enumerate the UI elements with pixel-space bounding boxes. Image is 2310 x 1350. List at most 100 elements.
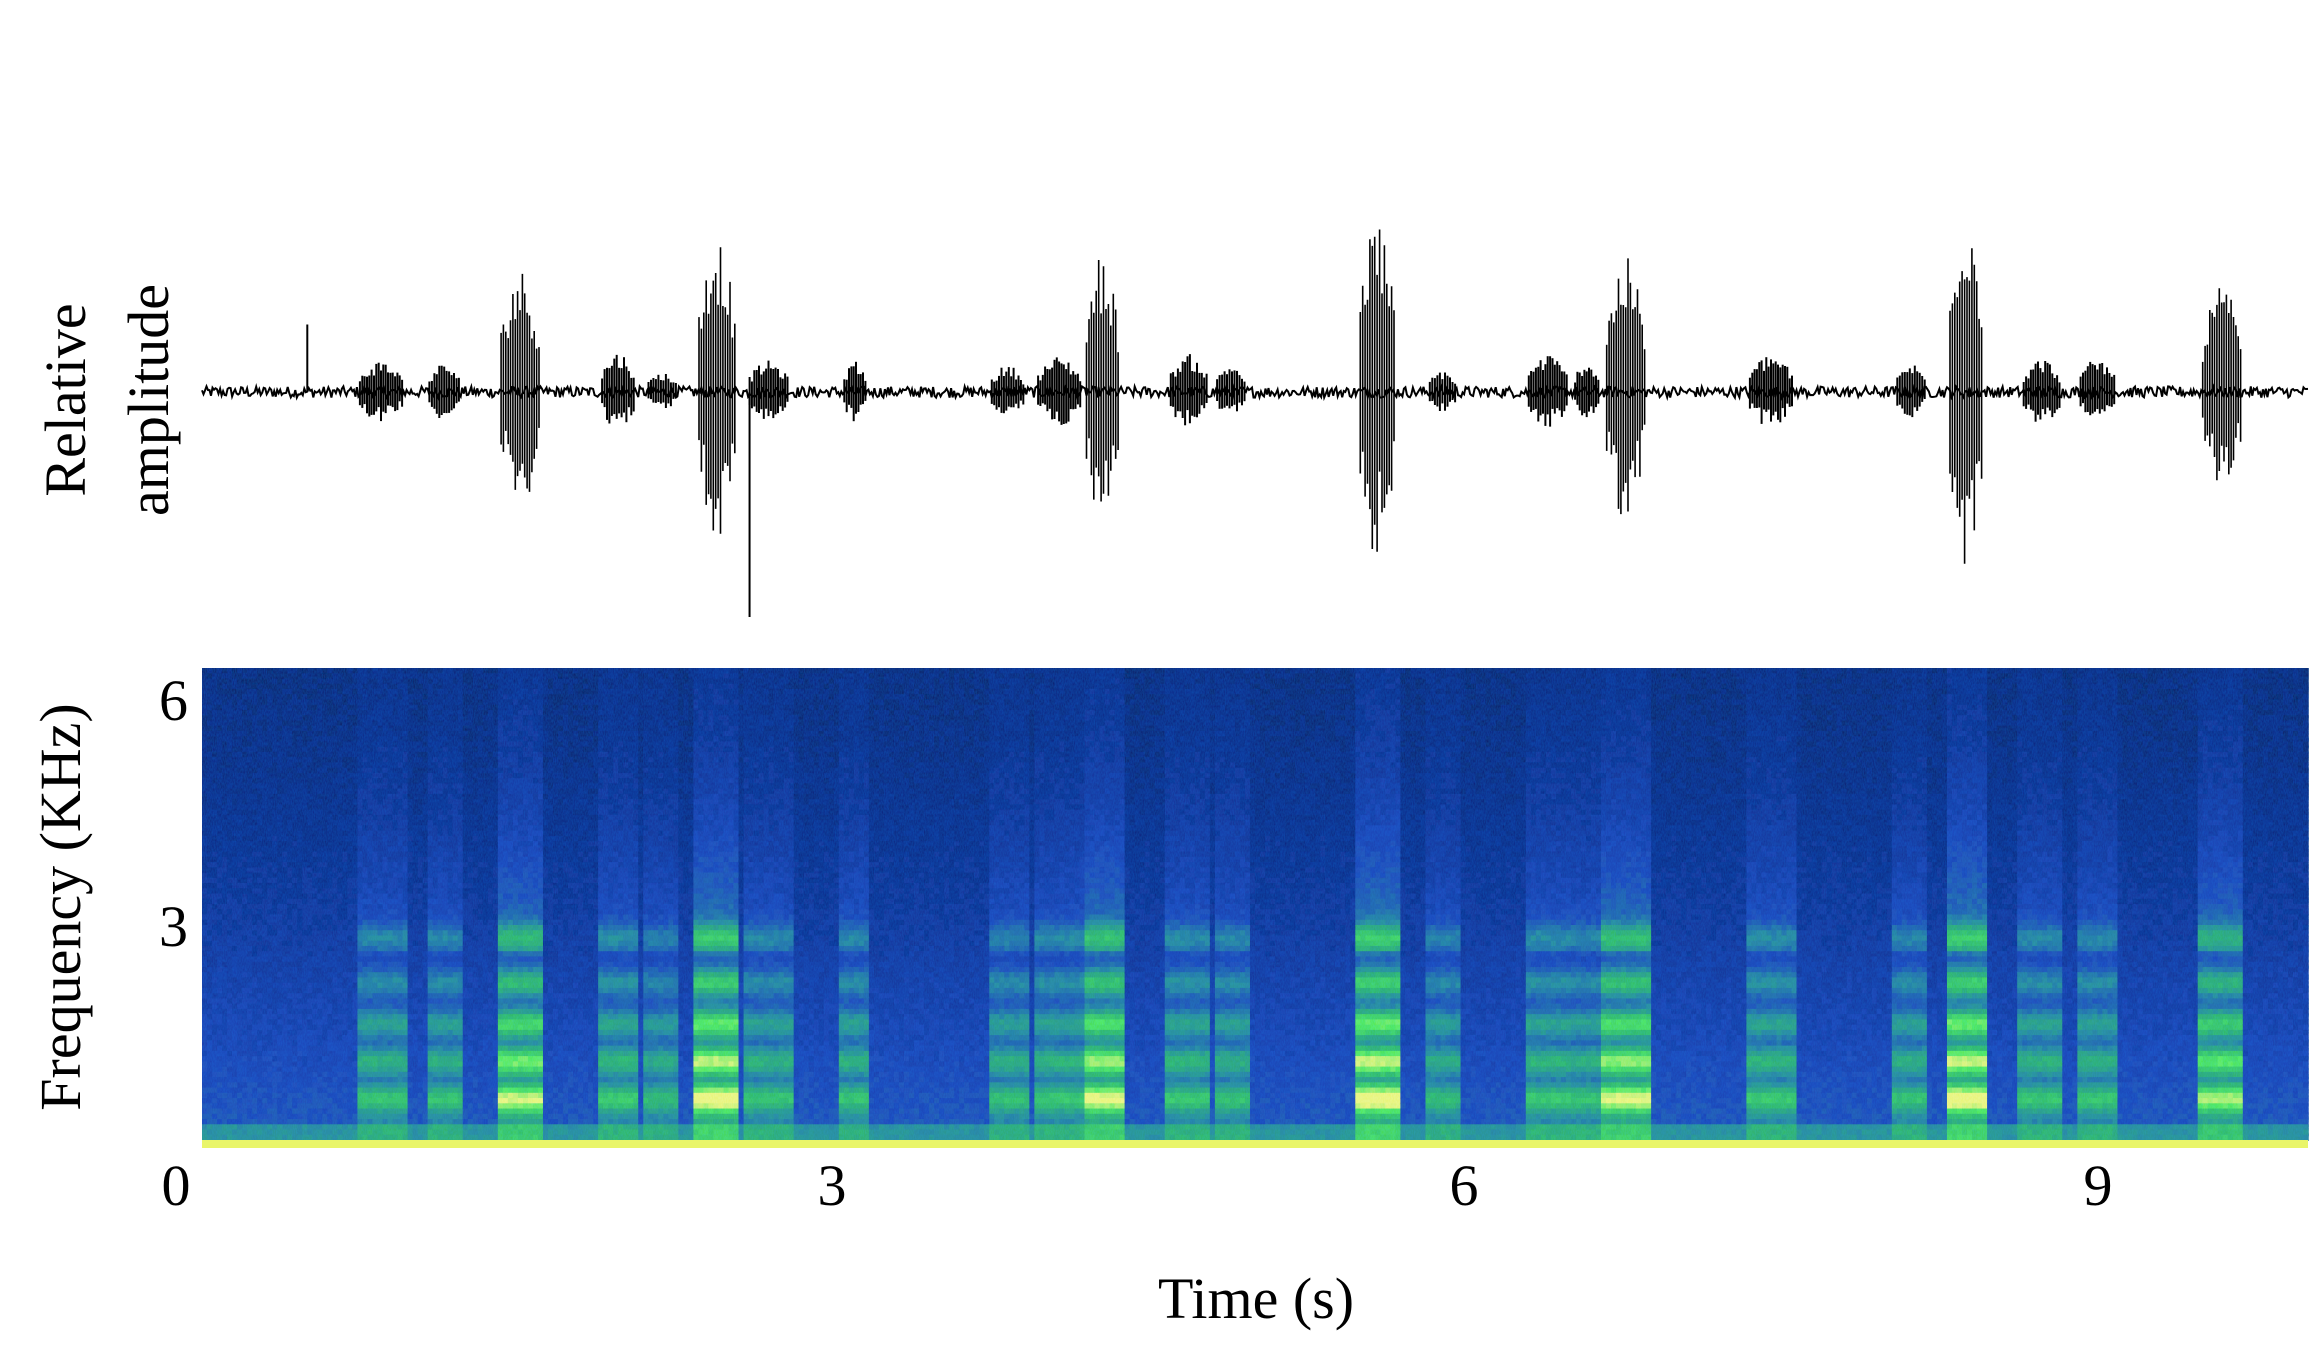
- spectrogram-cell: [322, 1098, 328, 1104]
- spectrogram-cell: [393, 1130, 399, 1136]
- spectrogram-cell: [408, 757, 414, 763]
- spectrogram-cell: [458, 867, 464, 873]
- spectrogram-cell: [468, 941, 474, 947]
- spectrogram-cell: [352, 946, 358, 952]
- spectrogram-cell: [458, 977, 464, 983]
- spectrogram-cell: [237, 694, 243, 700]
- spectrogram-cell: [207, 720, 213, 726]
- spectrogram-cell: [393, 1056, 399, 1062]
- spectrogram-cell: [388, 993, 394, 999]
- spectrogram-cell: [367, 757, 373, 763]
- spectrogram-cell: [282, 1030, 288, 1036]
- spectrogram-cell: [388, 977, 394, 983]
- spectrogram-cell: [227, 1046, 233, 1052]
- spectrogram-cell: [322, 747, 328, 753]
- spectrogram-cell: [362, 678, 368, 684]
- spectrogram-cell: [292, 1014, 298, 1020]
- spectrogram-cell: [232, 836, 238, 842]
- spectrogram-cell: [448, 1040, 454, 1046]
- spectrogram-cell: [433, 1019, 439, 1025]
- spectrogram-cell: [202, 1098, 208, 1104]
- spectrogram-cell: [322, 841, 328, 847]
- spectrogram-cell: [367, 862, 373, 868]
- spectrogram-cell: [227, 1009, 233, 1015]
- spectrogram-cell: [212, 1114, 218, 1120]
- spectrogram-cell: [247, 741, 253, 747]
- spectrogram-cell: [438, 773, 444, 779]
- spectrogram-cell: [222, 773, 228, 779]
- spectrogram-cell: [453, 668, 459, 674]
- spectrogram-cell: [347, 1109, 353, 1115]
- spectrogram-cell: [352, 820, 358, 826]
- spectrogram-cell: [267, 1040, 273, 1046]
- spectrogram-cell: [227, 956, 233, 962]
- spectrogram-cell: [468, 1103, 474, 1109]
- spectrogram-cell: [292, 1077, 298, 1083]
- spectrogram-cell: [408, 804, 414, 810]
- spectrogram-cell: [327, 857, 333, 863]
- spectrogram-cell: [207, 1046, 213, 1052]
- spectrogram-cell: [237, 972, 243, 978]
- spectrogram-cell: [388, 983, 394, 989]
- spectrogram-cell: [317, 925, 323, 931]
- spectrogram-cell: [337, 998, 343, 1004]
- spectrogram-cell: [367, 1103, 373, 1109]
- spectrogram-cell: [267, 1072, 273, 1078]
- spectrogram-cell: [262, 962, 268, 968]
- spectrogram-cell: [403, 1014, 409, 1020]
- spectrogram-cell: [217, 1061, 223, 1067]
- spectrogram-cell: [403, 825, 409, 831]
- spectrogram-cell: [342, 1009, 348, 1015]
- spectrogram-cell: [317, 1019, 323, 1025]
- spectrogram-cell: [357, 888, 363, 894]
- spectrogram-cell: [212, 983, 218, 989]
- spectrogram-cell: [277, 1056, 283, 1062]
- spectrogram-cell: [317, 1046, 323, 1052]
- spectrogram-cell: [227, 762, 233, 768]
- spectrogram-cell: [473, 1119, 479, 1125]
- spectrogram-cell: [418, 778, 424, 784]
- spectrogram-cell: [362, 1051, 368, 1057]
- spectrogram-cell: [327, 1056, 333, 1062]
- spectrogram-cell: [277, 1077, 283, 1083]
- spectrogram-cell: [302, 894, 308, 900]
- spectrogram-cell: [292, 1061, 298, 1067]
- spectrogram-cell: [227, 684, 233, 690]
- spectrogram-cell: [372, 1067, 378, 1073]
- spectrogram-cell: [433, 836, 439, 842]
- spectrogram-cell: [292, 998, 298, 1004]
- spectrogram-cell: [272, 783, 278, 789]
- spectrogram-cell: [222, 972, 228, 978]
- spectrogram-cell: [367, 983, 373, 989]
- spectrogram-cell: [287, 705, 293, 711]
- spectrogram-cell: [232, 762, 238, 768]
- spectrogram-cell: [227, 757, 233, 763]
- spectrogram-cell: [423, 888, 429, 894]
- spectrogram-cell: [453, 720, 459, 726]
- spectrogram-cell: [222, 731, 228, 737]
- spectrogram-cell: [378, 1119, 384, 1125]
- spectrogram-cell: [292, 699, 298, 705]
- spectrogram-cell: [257, 673, 263, 679]
- spectrogram-cell: [307, 909, 313, 915]
- spectrogram-cell: [448, 720, 454, 726]
- spectrogram-cell: [463, 873, 469, 879]
- spectrogram-cell: [408, 831, 414, 837]
- spectrogram-cell: [252, 988, 258, 994]
- spectrogram-cell: [372, 1061, 378, 1067]
- spectrogram-cell: [393, 1135, 399, 1141]
- spectrogram-cell: [423, 1114, 429, 1120]
- spectrogram-cell: [383, 977, 389, 983]
- spectrogram-cell: [307, 914, 313, 920]
- spectrogram-cell: [448, 946, 454, 952]
- spectrogram-cell: [433, 920, 439, 926]
- spectrogram-cell: [428, 804, 434, 810]
- spectrogram-cell: [458, 810, 464, 816]
- spectrogram-cell: [257, 741, 263, 747]
- spectrogram-cell: [423, 1056, 429, 1062]
- spectrogram-cell: [332, 1019, 338, 1025]
- spectrogram-cell: [383, 747, 389, 753]
- spectrogram-cell: [332, 988, 338, 994]
- spectrogram-cell: [207, 935, 213, 941]
- spectrogram-cell: [478, 678, 484, 684]
